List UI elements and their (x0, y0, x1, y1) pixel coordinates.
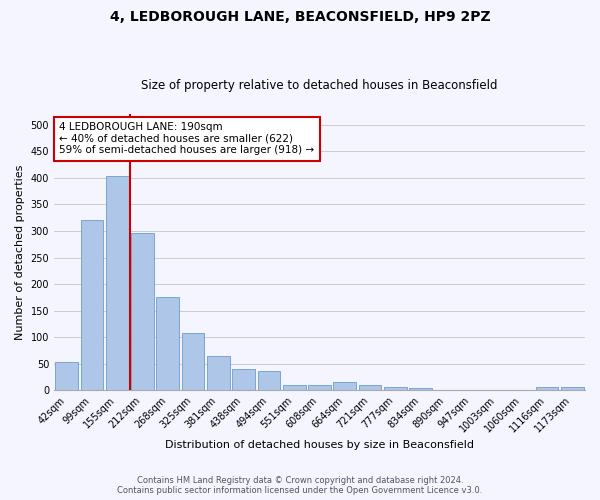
Y-axis label: Number of detached properties: Number of detached properties (15, 164, 25, 340)
Bar (409, 388, 432, 390)
Text: 4, LEDBOROUGH LANE, BEACONSFIELD, HP9 2PZ: 4, LEDBOROUGH LANE, BEACONSFIELD, HP9 2P… (110, 10, 490, 24)
Text: Contains HM Land Registry data © Crown copyright and database right 2024.
Contai: Contains HM Land Registry data © Crown c… (118, 476, 482, 495)
Bar (182, 333, 205, 390)
Bar (207, 356, 230, 390)
Bar (131, 232, 154, 390)
Title: Size of property relative to detached houses in Beaconsfield: Size of property relative to detached ho… (141, 79, 498, 92)
Bar (561, 387, 584, 390)
Bar (157, 297, 179, 390)
Bar (308, 385, 331, 390)
Bar (257, 372, 280, 390)
X-axis label: Distribution of detached houses by size in Beaconsfield: Distribution of detached houses by size … (165, 440, 474, 450)
Bar (55, 362, 78, 390)
Bar (359, 385, 382, 390)
Bar (283, 384, 305, 390)
Bar (334, 382, 356, 390)
Bar (80, 220, 103, 390)
Bar (384, 386, 407, 390)
Bar (536, 387, 559, 390)
Text: 4 LEDBOROUGH LANE: 190sqm
← 40% of detached houses are smaller (622)
59% of semi: 4 LEDBOROUGH LANE: 190sqm ← 40% of detac… (59, 122, 314, 156)
Bar (232, 369, 255, 390)
Bar (106, 176, 128, 390)
